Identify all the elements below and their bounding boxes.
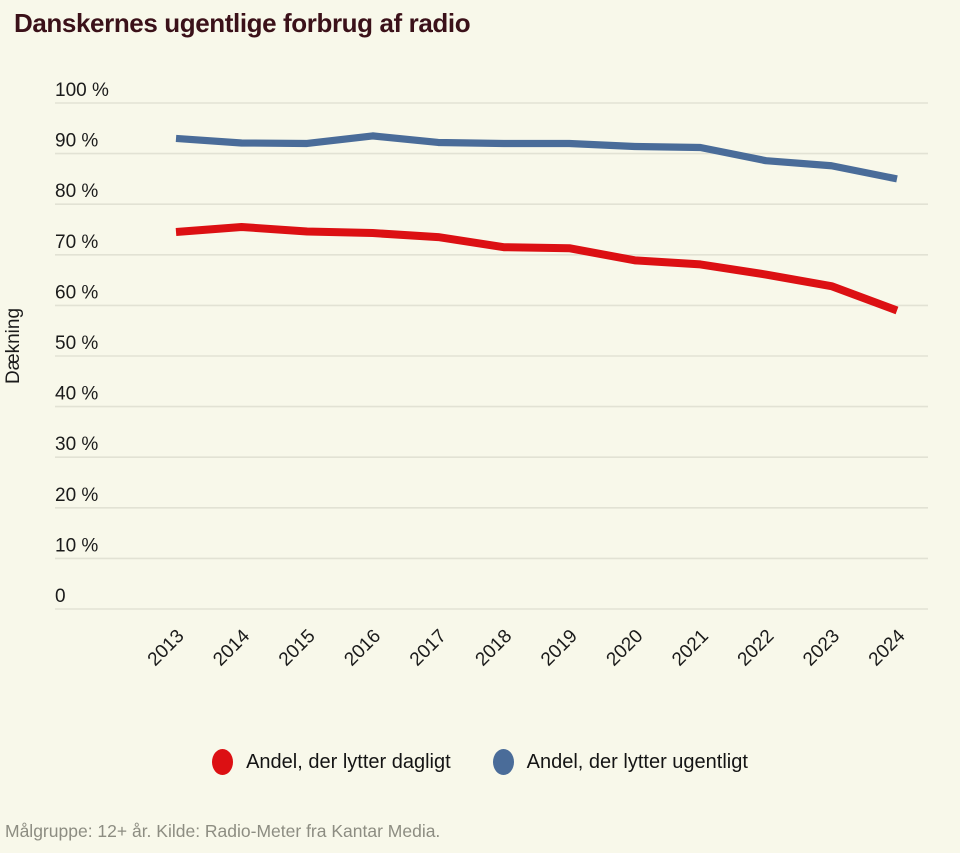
y-tick-label: 70 % <box>55 232 98 253</box>
y-tick-label: 20 % <box>55 485 98 506</box>
x-tick-label: 2024 <box>865 625 910 670</box>
y-tick-label: 40 % <box>55 384 98 405</box>
source-note: Målgruppe: 12+ år. Kilde: Radio-Meter fr… <box>5 821 441 841</box>
y-axis-labels: 100 % 90 % 80 % 70 % 60 % 50 % 40 % 30 % 20 % 10 … <box>55 80 109 607</box>
y-tick-label: 80 % <box>55 181 98 202</box>
legend-item-dagligt: Andel, der lytter dagligt <box>212 749 451 775</box>
legend-dot-ugentligt-icon <box>492 749 514 775</box>
x-tick-label: 2015 <box>275 626 320 671</box>
y-tick-label: 30 % <box>55 434 98 455</box>
y-tick-label: 0 <box>55 586 66 607</box>
legend: Andel, der lytter dagligt Andel, der lyt… <box>0 738 960 786</box>
x-tick-label: 2018 <box>472 626 517 671</box>
series-line-0 <box>175 222 899 315</box>
y-tick-label: 50 % <box>55 333 98 354</box>
page-title: Danskernes ugentlige forbrug af radio <box>14 8 471 38</box>
x-tick-label: 2017 <box>406 626 451 671</box>
y-tick-label: 60 % <box>55 282 98 303</box>
gridlines <box>55 102 928 610</box>
line-chart: 100 % 90 % 80 % 70 % 60 % 50 % 40 % 30 % 20 % 10 … <box>3 80 928 670</box>
y-tick-label: 100 % <box>55 80 109 101</box>
x-tick-label: 2014 <box>209 625 254 670</box>
x-tick-label: 2021 <box>668 626 713 671</box>
legend-dot-dagligt-icon <box>212 749 234 775</box>
series-lines <box>175 132 899 315</box>
bottom-strip <box>0 853 960 856</box>
y-axis-title: Dækning <box>3 308 24 384</box>
x-axis-labels: 2013 2014 2015 2016 2017 2018 2019 2020 2021 2022… <box>144 625 910 670</box>
y-tick-label: 10 % <box>55 535 98 556</box>
series-line-1 <box>175 132 898 183</box>
y-tick-label: 90 % <box>55 131 98 152</box>
y-axis-title-label: Dækning <box>3 308 24 384</box>
legend-item-ugentligt: Andel, der lytter ugentligt <box>492 749 748 775</box>
legend-label-dagligt: Andel, der lytter dagligt <box>246 750 451 773</box>
x-tick-label: 2023 <box>799 626 844 671</box>
legend-label-ugentligt: Andel, der lytter ugentligt <box>526 750 748 773</box>
x-tick-label: 2016 <box>340 626 385 671</box>
x-tick-label: 2020 <box>603 626 648 671</box>
x-tick-label: 2022 <box>734 626 779 671</box>
x-tick-label: 2013 <box>144 626 189 671</box>
x-tick-label: 2019 <box>537 626 582 671</box>
